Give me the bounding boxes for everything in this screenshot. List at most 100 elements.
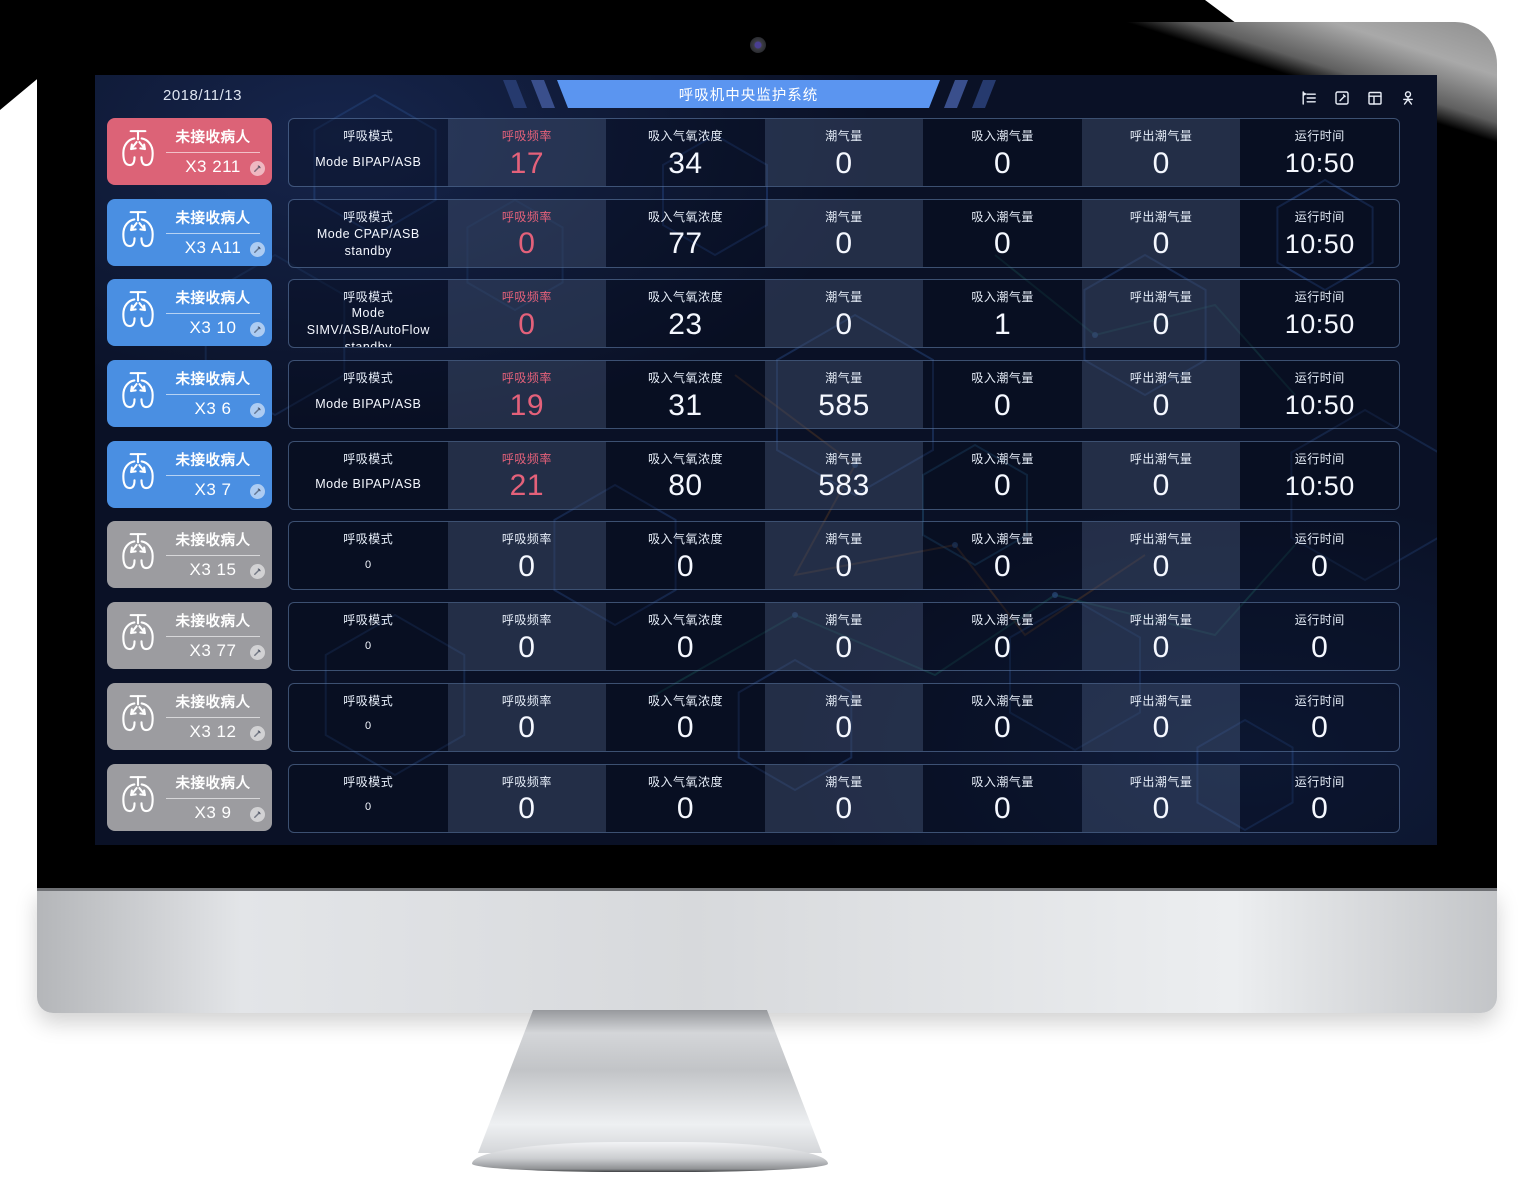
cell-header: 潮气量: [825, 532, 863, 547]
cell-value: 0: [994, 146, 1012, 180]
cell-runtime: 运行时间 0: [1240, 765, 1399, 832]
patient-id: X3 211: [185, 157, 241, 176]
cell-value: 0: [364, 639, 372, 652]
card-divider: [166, 152, 260, 153]
user-icon[interactable]: [1399, 89, 1417, 107]
cell-tidal-volume: 潮气量 0: [764, 764, 924, 832]
card-divider: [166, 636, 260, 638]
patient-card[interactable]: 未接收病人 X3 77: [107, 602, 272, 670]
patient-card[interactable]: 未接收病人 X3 7: [107, 440, 272, 508]
cell-rate: 呼吸频率 21: [447, 441, 607, 509]
tree-menu-icon[interactable]: [1300, 89, 1318, 107]
patient-card[interactable]: 未接收病人 X3 15: [107, 521, 272, 589]
cell-header: 吸入潮气量: [971, 129, 1034, 143]
card-divider: [166, 394, 260, 396]
cell-header: 吸入气氧浓度: [647, 290, 723, 305]
edit-badge-icon[interactable]: [250, 403, 265, 419]
edit-badge-icon[interactable]: [250, 645, 265, 661]
edit-badge-icon[interactable]: [250, 241, 265, 257]
cell-tidal-volume: 潮气量 0: [764, 683, 924, 751]
patient-status: 未接收病人: [175, 210, 251, 227]
cell-header: 运行时间: [1294, 371, 1345, 386]
edit-badge-icon[interactable]: [250, 161, 265, 176]
cell-fio2: 吸入气氧浓度 0: [606, 765, 765, 832]
cell-value: 0: [835, 549, 853, 583]
patient-id: X3 9: [194, 802, 232, 822]
cell-exhaled-tidal-volume: 呼出潮气量 0: [1081, 522, 1241, 590]
cell-rate: 呼吸频率 0: [447, 522, 607, 590]
cell-runtime: 运行时间 10:50: [1240, 119, 1399, 186]
cell-header: 呼出潮气量: [1129, 693, 1193, 708]
cell-runtime: 运行时间 0: [1240, 603, 1399, 670]
cell-header: 潮气量: [825, 209, 863, 224]
cell-value: 0: [1152, 227, 1170, 261]
layout-window-icon[interactable]: [1366, 89, 1384, 107]
cell-fio2: 吸入气氧浓度 0: [606, 684, 765, 751]
patient-card-text: 未接收病人 X3 6: [160, 368, 266, 419]
banner-stripe-left-inner: [531, 80, 555, 108]
patient-card[interactable]: 未接收病人 X3 9: [107, 763, 272, 831]
patient-card[interactable]: 未接收病人 X3 6: [107, 360, 272, 428]
cell-runtime: 运行时间 10:50: [1240, 200, 1399, 267]
cell-exhaled-tidal-volume: 呼出潮气量 0: [1081, 764, 1241, 832]
edit-badge-icon[interactable]: [250, 725, 265, 741]
monitor-bezel: 2018/11/13 呼吸机中央监护系统: [37, 22, 1497, 888]
cell-value: 0: [994, 227, 1012, 261]
cell-rate: 呼吸频率 0: [447, 683, 607, 751]
cell-exhaled-tidal-volume: 呼出潮气量 0: [1081, 280, 1241, 348]
cell-header: 呼吸模式: [343, 774, 394, 789]
cell-mode: 呼吸模式 0: [289, 765, 448, 832]
cell-fio2: 吸入气氧浓度 34: [606, 119, 765, 186]
cell-header: 呼吸频率: [501, 774, 552, 789]
cell-rate: 呼吸频率 0: [447, 199, 607, 267]
card-divider: [166, 797, 260, 799]
edit-badge-icon[interactable]: [250, 322, 265, 338]
banner-stripe-right-inner: [944, 80, 968, 108]
cell-inhaled-tidal-volume: 吸入潮气量 0: [923, 603, 1082, 670]
cell-value: 585: [818, 388, 870, 422]
cell-mode: 呼吸模式 0: [289, 684, 448, 751]
cell-value: 0: [1311, 549, 1329, 583]
cell-header: 吸入气氧浓度: [647, 613, 723, 628]
edit-note-icon[interactable]: [1333, 89, 1351, 107]
patient-card[interactable]: 未接收病人 X3 A11: [107, 198, 272, 266]
cell-fio2: 吸入气氧浓度 80: [606, 442, 765, 509]
cell-value: 0: [1152, 146, 1170, 180]
edit-badge-icon[interactable]: [250, 483, 265, 499]
cell-header: 吸入气氧浓度: [647, 209, 723, 224]
lung-icon: [116, 609, 160, 662]
cell-runtime: 运行时间 0: [1240, 522, 1399, 589]
cell-header: 吸入潮气量: [971, 451, 1034, 466]
cell-value: Mode BIPAP/ASB: [315, 396, 422, 411]
patient-status: 未接收病人: [175, 452, 251, 469]
cell-value: 80: [668, 469, 703, 503]
cell-value: 0: [1311, 792, 1329, 825]
cell-mode: 呼吸模式 Mode CPAP/ASB standby: [289, 200, 448, 267]
cell-value: 0: [518, 792, 536, 825]
cell-header: 潮气量: [825, 613, 863, 628]
patient-card[interactable]: 未接收病人 X3 211: [107, 118, 272, 185]
cell-value: 0: [994, 549, 1012, 583]
cell-exhaled-tidal-volume: 呼出潮气量 0: [1081, 441, 1241, 509]
patient-id: X3 7: [194, 479, 232, 499]
edit-badge-icon[interactable]: [250, 806, 265, 822]
edit-badge-icon[interactable]: [250, 564, 265, 580]
cell-value: 23: [668, 307, 703, 341]
patient-card-text: 未接收病人 X3 10: [160, 287, 266, 338]
cell-header: 呼吸模式: [343, 290, 394, 305]
patient-id: X3 12: [189, 721, 237, 741]
patient-card[interactable]: 未接收病人 X3 10: [107, 279, 272, 347]
table-row: 未接收病人 X3 77 呼吸模式 0 呼吸频率 0 吸入气氧浓度 0 潮气量 0 吸入潮…: [107, 602, 1400, 672]
patient-id: X3 77: [189, 641, 237, 661]
cell-value: 0: [1152, 549, 1170, 583]
cell-inhaled-tidal-volume: 吸入潮气量 0: [923, 119, 1082, 186]
cell-header: 吸入潮气量: [971, 774, 1034, 789]
cell-mode: 呼吸模式 Mode BIPAP/ASB: [289, 442, 448, 509]
cell-tidal-volume: 潮气量 0: [764, 119, 924, 186]
cell-value: 0: [364, 801, 372, 814]
cell-inhaled-tidal-volume: 吸入潮气量 0: [923, 200, 1082, 267]
cell-value: 19: [509, 388, 545, 422]
data-row: 呼吸模式 Mode CPAP/ASB standby 呼吸频率 0 吸入气氧浓度 77…: [288, 198, 1400, 268]
cell-value: 31: [668, 388, 703, 422]
patient-card[interactable]: 未接收病人 X3 12: [107, 682, 272, 750]
